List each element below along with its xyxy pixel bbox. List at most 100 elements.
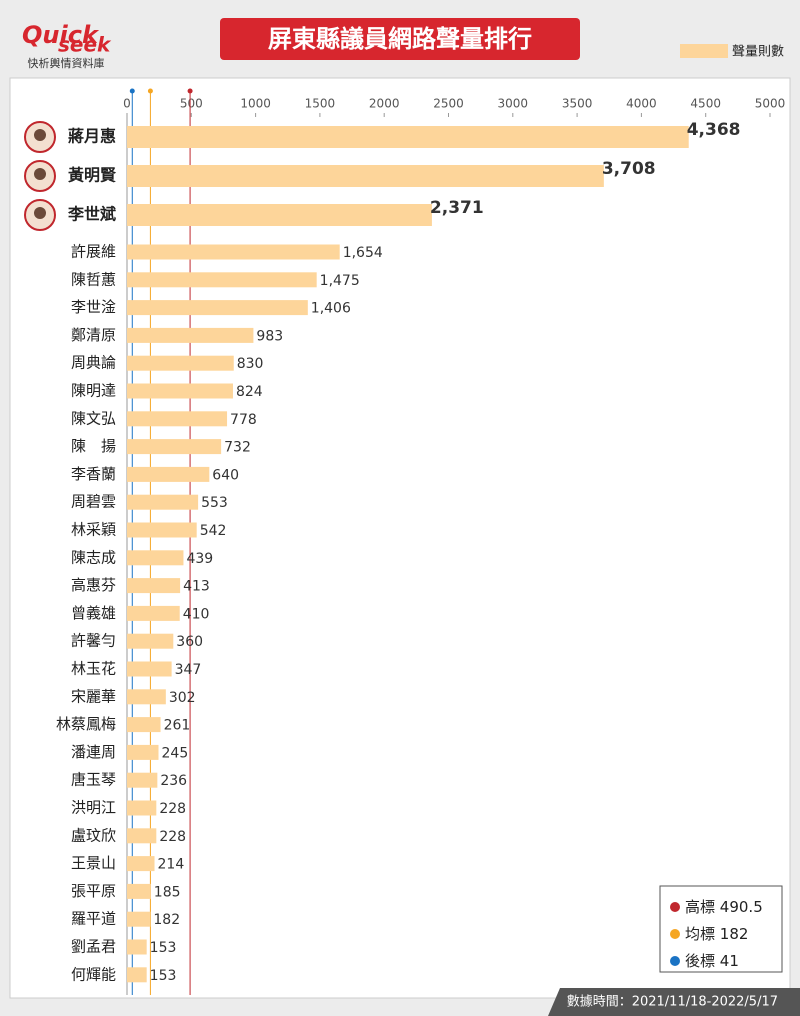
category-label: 林蔡鳳梅 xyxy=(56,715,116,733)
logo-subtitle: 快析輿情資料庫 xyxy=(28,56,105,70)
value-label: 228 xyxy=(159,829,186,845)
category-label: 鄭清原 xyxy=(71,326,116,344)
avatar-head xyxy=(34,207,46,219)
title-box xyxy=(220,18,580,60)
value-label: 553 xyxy=(201,495,228,511)
x-tick-label: 5000 xyxy=(755,97,786,111)
bar xyxy=(127,383,233,399)
category-label: 陳文弘 xyxy=(71,409,116,427)
bar xyxy=(127,800,157,816)
category-label: 陳哲蕙 xyxy=(71,270,116,288)
value-label: 302 xyxy=(169,690,196,706)
legend-swatch xyxy=(680,44,728,58)
category-label: 王景山 xyxy=(71,854,116,872)
x-tick-label: 3500 xyxy=(562,97,593,111)
bar xyxy=(127,355,234,371)
bar xyxy=(127,272,317,288)
bar xyxy=(127,411,228,427)
value-label: 182 xyxy=(153,912,180,928)
category-label: 李世淦 xyxy=(71,298,116,316)
ref-legend-label: 後標 41 xyxy=(685,952,739,970)
category-label: 黃明賢 xyxy=(67,166,117,185)
bar xyxy=(127,550,184,566)
avatar-head xyxy=(34,129,46,141)
bar xyxy=(127,126,689,148)
legend-dot xyxy=(670,956,680,966)
x-tick-label: 3000 xyxy=(498,97,529,111)
x-tick-label: 1000 xyxy=(240,97,271,111)
category-label: 周碧雲 xyxy=(71,493,116,511)
value-label: 732 xyxy=(224,440,251,456)
value-label: 4,368 xyxy=(687,120,741,140)
value-label: 245 xyxy=(162,745,189,761)
chart-panel xyxy=(9,77,791,999)
legend-dot xyxy=(670,902,680,912)
value-label: 153 xyxy=(150,968,177,984)
x-tick-label: 1500 xyxy=(305,97,336,111)
value-label: 830 xyxy=(237,356,264,372)
category-label: 張平原 xyxy=(71,882,116,900)
category-label: 唐玉琴 xyxy=(71,771,116,789)
value-label: 824 xyxy=(236,384,263,400)
value-label: 778 xyxy=(230,412,257,428)
value-label: 347 xyxy=(175,662,202,678)
x-tick-label: 2000 xyxy=(369,97,400,111)
bar xyxy=(127,165,604,187)
category-label: 李香蘭 xyxy=(71,465,116,483)
category-label: 潘連周 xyxy=(71,743,116,761)
value-label: 410 xyxy=(183,606,210,622)
legend-label: 聲量則數 xyxy=(732,44,784,60)
bar xyxy=(127,772,158,788)
bar xyxy=(127,578,181,594)
ref-legend-label: 均標 182 xyxy=(685,925,748,943)
ref-name: 後標 xyxy=(685,952,715,970)
ref-value: 182 xyxy=(720,925,749,943)
category-label: 蔣月惠 xyxy=(68,127,116,146)
ref-value: 41 xyxy=(720,952,739,970)
x-tick-label: 2500 xyxy=(433,97,464,111)
footer-box xyxy=(548,988,800,1016)
category-label: 何輝能 xyxy=(71,965,116,983)
bar xyxy=(127,661,172,677)
value-label: 261 xyxy=(164,718,191,734)
bar xyxy=(127,633,174,649)
bar xyxy=(127,244,340,260)
bar xyxy=(127,494,199,510)
value-label: 153 xyxy=(150,940,177,956)
category-label: 盧玟欣 xyxy=(71,826,116,844)
logo-word: seek xyxy=(58,33,112,57)
value-label: 2,371 xyxy=(430,198,484,218)
value-label: 3,708 xyxy=(602,159,656,179)
bar xyxy=(127,327,254,343)
ref-legend-box xyxy=(659,885,783,973)
category-label: 林玉花 xyxy=(71,660,116,678)
bar xyxy=(127,967,147,983)
value-label: 214 xyxy=(158,857,185,873)
category-label: 羅平道 xyxy=(71,910,116,928)
value-label: 1,654 xyxy=(343,245,383,261)
category-label: 高惠芬 xyxy=(71,576,116,594)
avatar-head xyxy=(34,168,46,180)
value-label: 983 xyxy=(256,328,283,344)
bar xyxy=(127,466,210,482)
ref-name: 高標 xyxy=(685,898,715,916)
value-label: 1,406 xyxy=(311,301,351,317)
category-label: 洪明江 xyxy=(71,799,116,817)
category-label: 李世斌 xyxy=(67,205,116,224)
reference-dot xyxy=(187,88,193,94)
value-label: 1,475 xyxy=(320,273,360,289)
value-label: 439 xyxy=(186,551,213,567)
category-label: 林采穎 xyxy=(71,521,116,539)
category-label: 許展維 xyxy=(71,243,116,261)
bar xyxy=(127,828,157,844)
ref-value: 490.5 xyxy=(720,898,763,916)
footer: 數據時間：2021/11/18-2022/5/17 xyxy=(567,995,778,1010)
chart-title: 屏東縣議員網路聲量排行 xyxy=(268,25,532,53)
value-label: 640 xyxy=(212,467,239,483)
bar xyxy=(127,717,161,733)
bar xyxy=(127,204,432,226)
bar xyxy=(127,605,180,621)
value-label: 413 xyxy=(183,579,210,595)
ref-name: 均標 xyxy=(685,925,715,943)
